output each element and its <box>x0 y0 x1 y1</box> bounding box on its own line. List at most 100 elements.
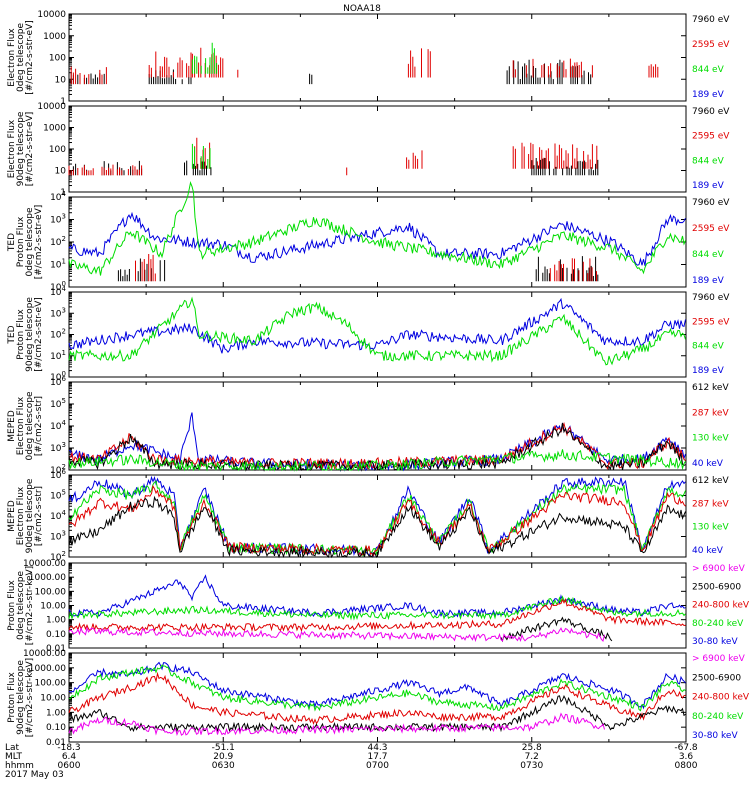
data-line <box>68 695 686 733</box>
y-tick-label: 100 <box>49 54 66 64</box>
legend-entry: 7960 eV <box>692 198 730 208</box>
series-3 <box>117 256 599 282</box>
legend-entry: 2500-6900 <box>692 582 741 592</box>
series-2 <box>68 296 686 366</box>
x-tick-hhmm: 0800 <box>675 761 698 771</box>
legend-entry: 2595 eV <box>692 132 730 142</box>
x-tick-mlt: 20.9 <box>213 752 233 762</box>
legend-entry: 7960 eV <box>692 15 730 25</box>
y-axis-label: [#/cm2-s-str-eV] <box>34 297 44 372</box>
y-axis-label: [#/cm2-s-str] <box>34 486 44 546</box>
legend-entry: 612 keV <box>692 383 729 393</box>
series-2 <box>68 180 686 276</box>
y-tick-label: 0.01 <box>46 738 66 748</box>
data-line <box>68 297 686 354</box>
data-line <box>68 597 686 633</box>
series-1 <box>68 475 686 558</box>
y-tick-label: 103 <box>50 306 66 319</box>
y-tick-label: 10000 <box>37 102 66 112</box>
y-tick-label: 0.10 <box>46 723 66 733</box>
data-line <box>68 664 686 712</box>
x-tick-mlt: 17.7 <box>367 752 387 762</box>
data-line <box>68 595 686 621</box>
y-axis-label: MEPED <box>7 410 17 442</box>
y-axis-label: 0deg telescope <box>16 571 26 641</box>
y-tick-label: 10000.00 <box>23 559 66 569</box>
data-line <box>500 616 613 643</box>
legend-entry: 189 eV <box>692 181 725 191</box>
series-4 <box>68 695 686 733</box>
y-tick-label: 0.10 <box>46 630 66 640</box>
series-1 <box>68 661 686 710</box>
y-tick-label: 105 <box>50 397 66 410</box>
data-line <box>68 661 686 710</box>
y-tick-label: 101 <box>50 258 66 271</box>
legend-entry: 612 keV <box>692 476 729 486</box>
y-axis-label: [#/cm2-s-str-eV] <box>25 112 35 187</box>
data-line <box>68 180 686 276</box>
x-tick-hhmm: 0630 <box>212 761 235 771</box>
y-tick-label: 105 <box>50 489 66 502</box>
data-line <box>68 574 686 618</box>
y-axis-label: [#/cm2-s-str] <box>34 396 44 456</box>
y-tick-label: 1.00 <box>46 616 66 626</box>
data-line <box>68 475 686 558</box>
legend-entry: 80-240 keV <box>692 712 744 722</box>
data-line <box>68 671 686 725</box>
legend-entry: 40 keV <box>692 459 724 469</box>
series-3 <box>191 42 218 74</box>
series-2 <box>68 480 686 558</box>
y-tick-label: 1000.00 <box>29 664 66 674</box>
panel-1: 10000 1000 100 10 1 Electron Flux 0deg telesco… <box>7 10 730 107</box>
series-2 <box>68 421 686 471</box>
legend-entry: 40 keV <box>692 546 724 556</box>
y-axis-label: MEPED <box>7 500 17 532</box>
data-line <box>68 421 686 471</box>
y-tick-label: 104 <box>50 509 66 522</box>
y-tick-label: 1000.00 <box>29 573 66 583</box>
y-axis-label: 90deg telescope <box>16 660 26 735</box>
y-tick-label: 10.00 <box>40 694 66 704</box>
y-tick-label: 10.00 <box>40 602 66 612</box>
x-tick-hhmm: 0600 <box>58 761 81 771</box>
y-axis-label: TED <box>7 325 17 344</box>
y-tick-label: 10000 <box>37 10 66 20</box>
legend-entry: 2595 eV <box>692 224 730 234</box>
y-tick-label: 10 <box>55 75 67 85</box>
data-spikes <box>191 42 218 74</box>
data-line <box>68 296 686 366</box>
y-tick-label: 10000.00 <box>23 649 66 659</box>
y-tick-label: 100.00 <box>35 679 67 689</box>
series-3 <box>68 484 686 557</box>
series-5 <box>68 712 605 736</box>
x-row-label: Lat <box>5 743 20 753</box>
plot-date: 2017 May 03 <box>5 770 64 780</box>
legend-entry: 2500-6900 <box>692 673 741 683</box>
data-spikes <box>70 47 659 85</box>
y-axis-label: TED <box>7 233 17 252</box>
legend-entry: 287 keV <box>692 408 729 418</box>
legend-entry: 844 eV <box>692 342 725 352</box>
series-4 <box>500 616 613 643</box>
series-1 <box>68 59 592 85</box>
panel-2: 10000 1000 100 10 1 Electron Flux 90deg telesc… <box>7 102 730 198</box>
x-tick-mlt: 7.2 <box>525 752 539 762</box>
y-tick-label: 1.00 <box>46 708 66 718</box>
y-axis-label: Electron Flux <box>16 486 26 545</box>
y-tick-label: 101 <box>50 349 66 362</box>
legend-entry: 7960 eV <box>692 293 730 303</box>
data-line <box>68 484 686 557</box>
x-tick-lat: -67.8 <box>674 743 698 753</box>
x-tick-lat: -51.1 <box>212 743 235 753</box>
legend-entry: 240-800 keV <box>692 693 750 703</box>
series-4 <box>135 254 597 282</box>
legend-entry: 287 keV <box>692 499 729 509</box>
y-tick-label: 103 <box>50 530 66 543</box>
plot-title: NOAA18 <box>343 4 381 14</box>
